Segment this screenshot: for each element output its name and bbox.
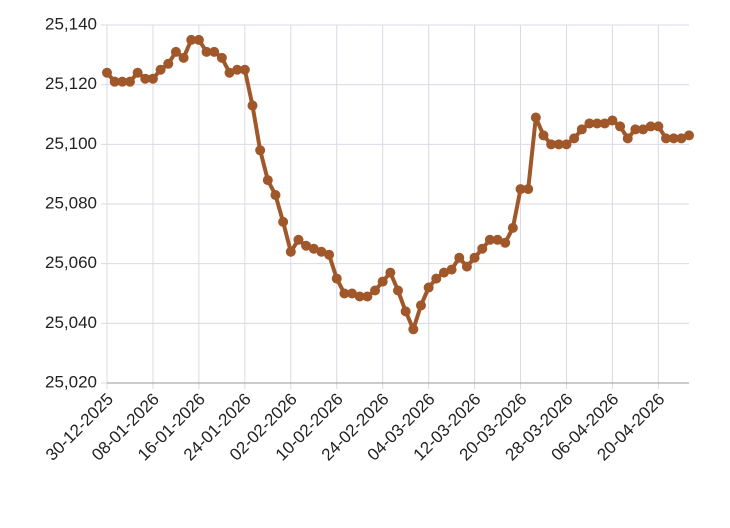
point xyxy=(584,118,595,129)
point xyxy=(454,252,465,263)
y-tick-label: 25,040 xyxy=(45,313,97,332)
point xyxy=(431,273,442,284)
point xyxy=(140,73,151,84)
point xyxy=(393,285,403,296)
y-tick-label: 25,080 xyxy=(45,193,97,212)
point xyxy=(362,291,373,302)
point xyxy=(661,133,672,144)
point xyxy=(423,282,434,293)
point xyxy=(102,67,112,78)
point xyxy=(477,243,488,254)
point xyxy=(193,34,204,45)
point xyxy=(630,124,641,135)
point xyxy=(653,121,664,132)
point xyxy=(293,234,304,245)
point xyxy=(109,76,120,87)
point xyxy=(469,252,480,263)
y-tick-label: 25,020 xyxy=(45,372,97,391)
point xyxy=(438,267,449,278)
point xyxy=(117,76,128,87)
point xyxy=(523,184,534,195)
point xyxy=(515,184,526,195)
point xyxy=(385,267,396,278)
point xyxy=(124,76,135,87)
point xyxy=(561,139,572,150)
point xyxy=(232,64,243,75)
point xyxy=(576,124,587,135)
point xyxy=(354,291,365,302)
point xyxy=(347,288,358,299)
point xyxy=(186,34,197,45)
point xyxy=(607,115,618,126)
point xyxy=(538,130,549,141)
point xyxy=(339,288,350,299)
point xyxy=(408,324,419,335)
point xyxy=(530,112,541,123)
point xyxy=(638,124,649,135)
point xyxy=(285,246,296,257)
point xyxy=(400,306,411,317)
point xyxy=(278,216,289,227)
point xyxy=(377,276,388,287)
point xyxy=(569,133,580,144)
point xyxy=(247,100,258,111)
point xyxy=(370,285,381,296)
point xyxy=(147,73,158,84)
point xyxy=(178,52,189,63)
y-tick-label: 25,140 xyxy=(45,14,97,33)
point xyxy=(461,261,472,272)
point xyxy=(553,139,564,150)
point xyxy=(324,249,335,260)
point xyxy=(507,222,518,233)
y-tick-label: 25,100 xyxy=(45,134,97,153)
point xyxy=(622,133,633,144)
point xyxy=(500,237,511,248)
point xyxy=(484,234,495,245)
point xyxy=(239,64,250,75)
point xyxy=(155,64,166,75)
point xyxy=(163,58,174,69)
point xyxy=(216,52,227,63)
y-tick-label: 25,060 xyxy=(45,253,97,272)
point xyxy=(132,67,143,78)
point xyxy=(415,300,426,311)
point xyxy=(301,240,312,251)
point xyxy=(684,130,694,141)
point xyxy=(492,234,503,245)
point xyxy=(645,121,656,132)
point xyxy=(262,175,273,186)
point xyxy=(546,139,557,150)
point xyxy=(676,133,687,144)
point xyxy=(316,246,327,257)
point xyxy=(308,243,319,254)
point xyxy=(331,273,342,284)
point xyxy=(668,133,679,144)
point xyxy=(592,118,603,129)
point xyxy=(446,264,457,275)
y-tick-label: 25,120 xyxy=(45,74,97,93)
point xyxy=(224,67,235,78)
point xyxy=(599,118,610,129)
point xyxy=(615,121,626,132)
point xyxy=(209,46,220,57)
point xyxy=(270,190,281,201)
point xyxy=(255,145,266,156)
point xyxy=(170,46,181,57)
point xyxy=(201,46,212,57)
